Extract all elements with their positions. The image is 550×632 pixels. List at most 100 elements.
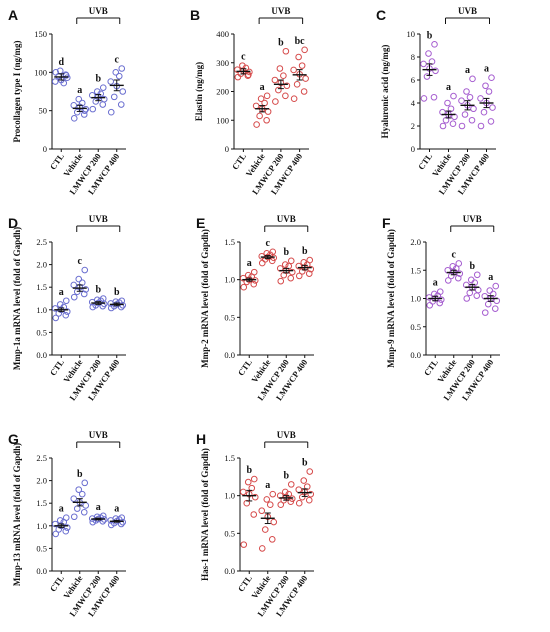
uvb-label: UVB [89,214,108,224]
data-point [63,524,71,531]
significance-letter: a [433,278,438,289]
data-point [306,256,314,264]
data-point [78,279,86,286]
data-point [461,111,469,118]
data-point [482,82,489,90]
data-point [489,104,496,111]
panel-letter: G [8,431,19,447]
data-point [485,88,493,95]
data-point [458,122,466,130]
data-point [80,290,88,298]
uvb-label: UVB [271,6,290,16]
data-point [73,108,81,116]
data-point [115,72,123,80]
uvb-label: UVB [89,430,108,440]
panel-d: D 0.0 0.5 1.0 1.5 2.0 2.5 Mmp-1a mRNA level (fo… [8,214,127,402]
significance-letter: b [302,458,308,469]
y-tick-label: 0.5 [36,327,47,337]
data-point [239,274,247,282]
data-point [258,507,266,515]
data-point [420,95,428,102]
data-point [481,309,489,316]
data-point [75,275,83,283]
data-point [480,108,488,116]
data-point [240,541,248,548]
data-point [463,295,471,302]
panel-letter: E [196,215,205,231]
significance-letter: b [283,247,289,258]
significance-letter: a [247,258,252,269]
data-point [107,78,115,85]
y-tick-label: 50 [39,106,48,116]
y-tick-label: 0 [225,144,229,154]
data-point [118,297,126,305]
data-point [436,299,444,307]
data-point [487,118,495,125]
y-tick-label: 1.0 [410,294,421,304]
data-point [449,120,457,127]
data-point [82,105,90,113]
data-point [456,270,464,277]
data-point [430,290,438,298]
data-point [473,292,481,299]
data-point [263,496,271,503]
data-point [283,82,291,90]
data-point [271,76,279,84]
data-point [466,289,474,297]
data-point [432,67,439,75]
panel-letter: C [376,7,386,23]
data-point [80,508,88,516]
data-point [81,266,89,274]
y-axis-title: Mmp-13 mRNA level (fold of Gapdh) [12,443,22,586]
data-point [307,490,315,498]
y-tick-label: 0.0 [224,566,235,576]
data-point [78,490,86,498]
y-tick-label: 10 [407,29,416,39]
y-axis-title: Mmp-2 mRNA level (fold of Gapdh) [200,229,210,368]
data-point [82,286,90,293]
data-point [258,253,266,260]
data-point [81,479,89,487]
x-category-label: CTL [416,151,434,171]
data-point [298,493,306,501]
data-point [258,545,266,552]
data-point [420,60,427,68]
data-point [301,46,308,54]
y-axis-title: Hyaluronic acid (ng/mg) [380,45,390,139]
significance-letter: a [488,272,493,283]
y-tick-label: 0.0 [36,566,47,576]
data-point [463,88,470,95]
data-point [287,481,295,488]
data-point [458,97,465,104]
significance-letter: b [427,30,433,41]
significance-letter: a [59,504,64,515]
data-point [70,102,78,109]
data-point [99,84,107,91]
data-point [431,41,438,48]
data-point [264,108,272,115]
data-point [302,75,309,82]
data-point [82,502,90,509]
y-axis-title: Procollagen type I (ng/mg) [12,40,22,142]
y-tick-label: 1.5 [224,237,235,247]
data-point [491,305,499,312]
data-point [257,95,265,102]
data-point [263,92,271,100]
data-point [275,86,282,94]
data-point [75,95,83,103]
data-point [268,536,276,543]
y-tick-label: 1.5 [224,453,235,463]
data-point [234,73,242,81]
data-point [454,274,462,282]
data-point [295,53,302,61]
y-tick-label: 0.5 [36,543,47,553]
data-point [473,271,481,279]
data-point [484,300,492,308]
data-point [99,295,107,302]
data-point [110,93,118,101]
data-point [244,478,252,486]
significance-letter: a [260,82,265,93]
data-point [62,311,70,319]
data-point [300,88,308,95]
